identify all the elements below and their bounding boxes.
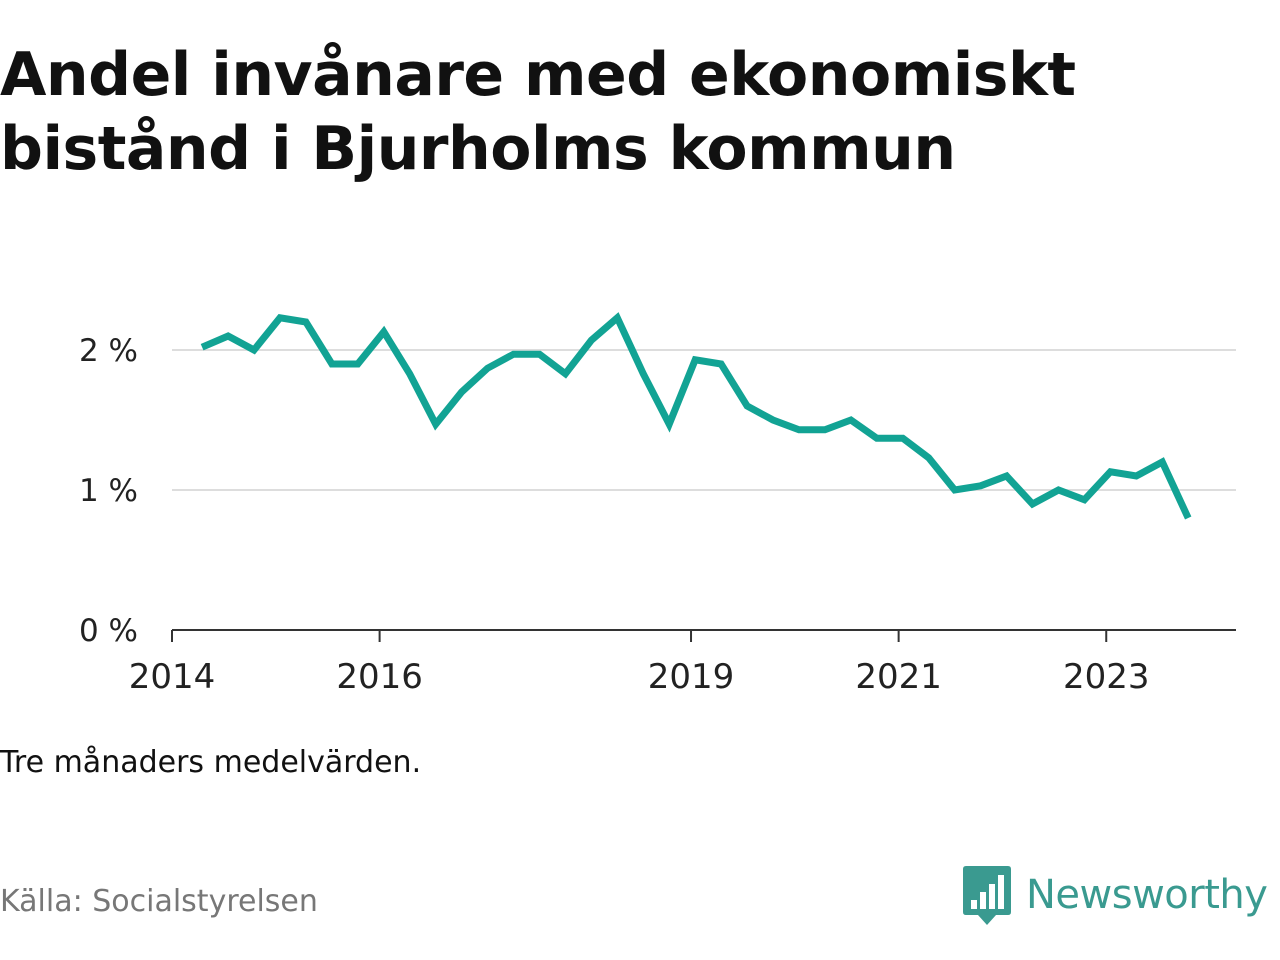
- source-label: Källa: Socialstyrelsen: [0, 884, 318, 919]
- y-axis-ticks: 0 % 1 % 2 %: [79, 333, 138, 649]
- grid-lines: [172, 349, 1236, 491]
- x-tick-label: 2019: [648, 657, 735, 697]
- x-axis-ticks: 2014 2016 2019 2021 2023: [129, 630, 1150, 697]
- chart-title: Andel invånare med ekonomiskt bistånd i …: [0, 38, 1270, 186]
- y-tick-label: 0 %: [79, 613, 138, 649]
- brand-logo: Newsworthy: [962, 862, 1268, 928]
- y-tick-label: 1 %: [79, 473, 138, 509]
- title-line-1: Andel invånare med ekonomiskt: [0, 40, 1076, 110]
- x-tick-label: 2014: [129, 657, 216, 697]
- series-line: [200, 312, 1192, 520]
- data-points: [201, 317, 1189, 519]
- chart-note: Tre månaders medelvärden.: [0, 745, 422, 780]
- brand-name: Newsworthy: [1026, 872, 1268, 918]
- newsworthy-icon: [963, 866, 1011, 925]
- title-line-2: bistånd i Bjurholms kommun: [0, 114, 956, 184]
- x-tick-label: 2021: [855, 657, 942, 697]
- x-tick-label: 2023: [1063, 657, 1150, 697]
- y-tick-label: 2 %: [79, 333, 138, 369]
- x-tick-label: 2016: [336, 657, 423, 697]
- line-chart: 0 % 1 % 2 % 2014 2016 2019 2021 2023: [79, 312, 1236, 697]
